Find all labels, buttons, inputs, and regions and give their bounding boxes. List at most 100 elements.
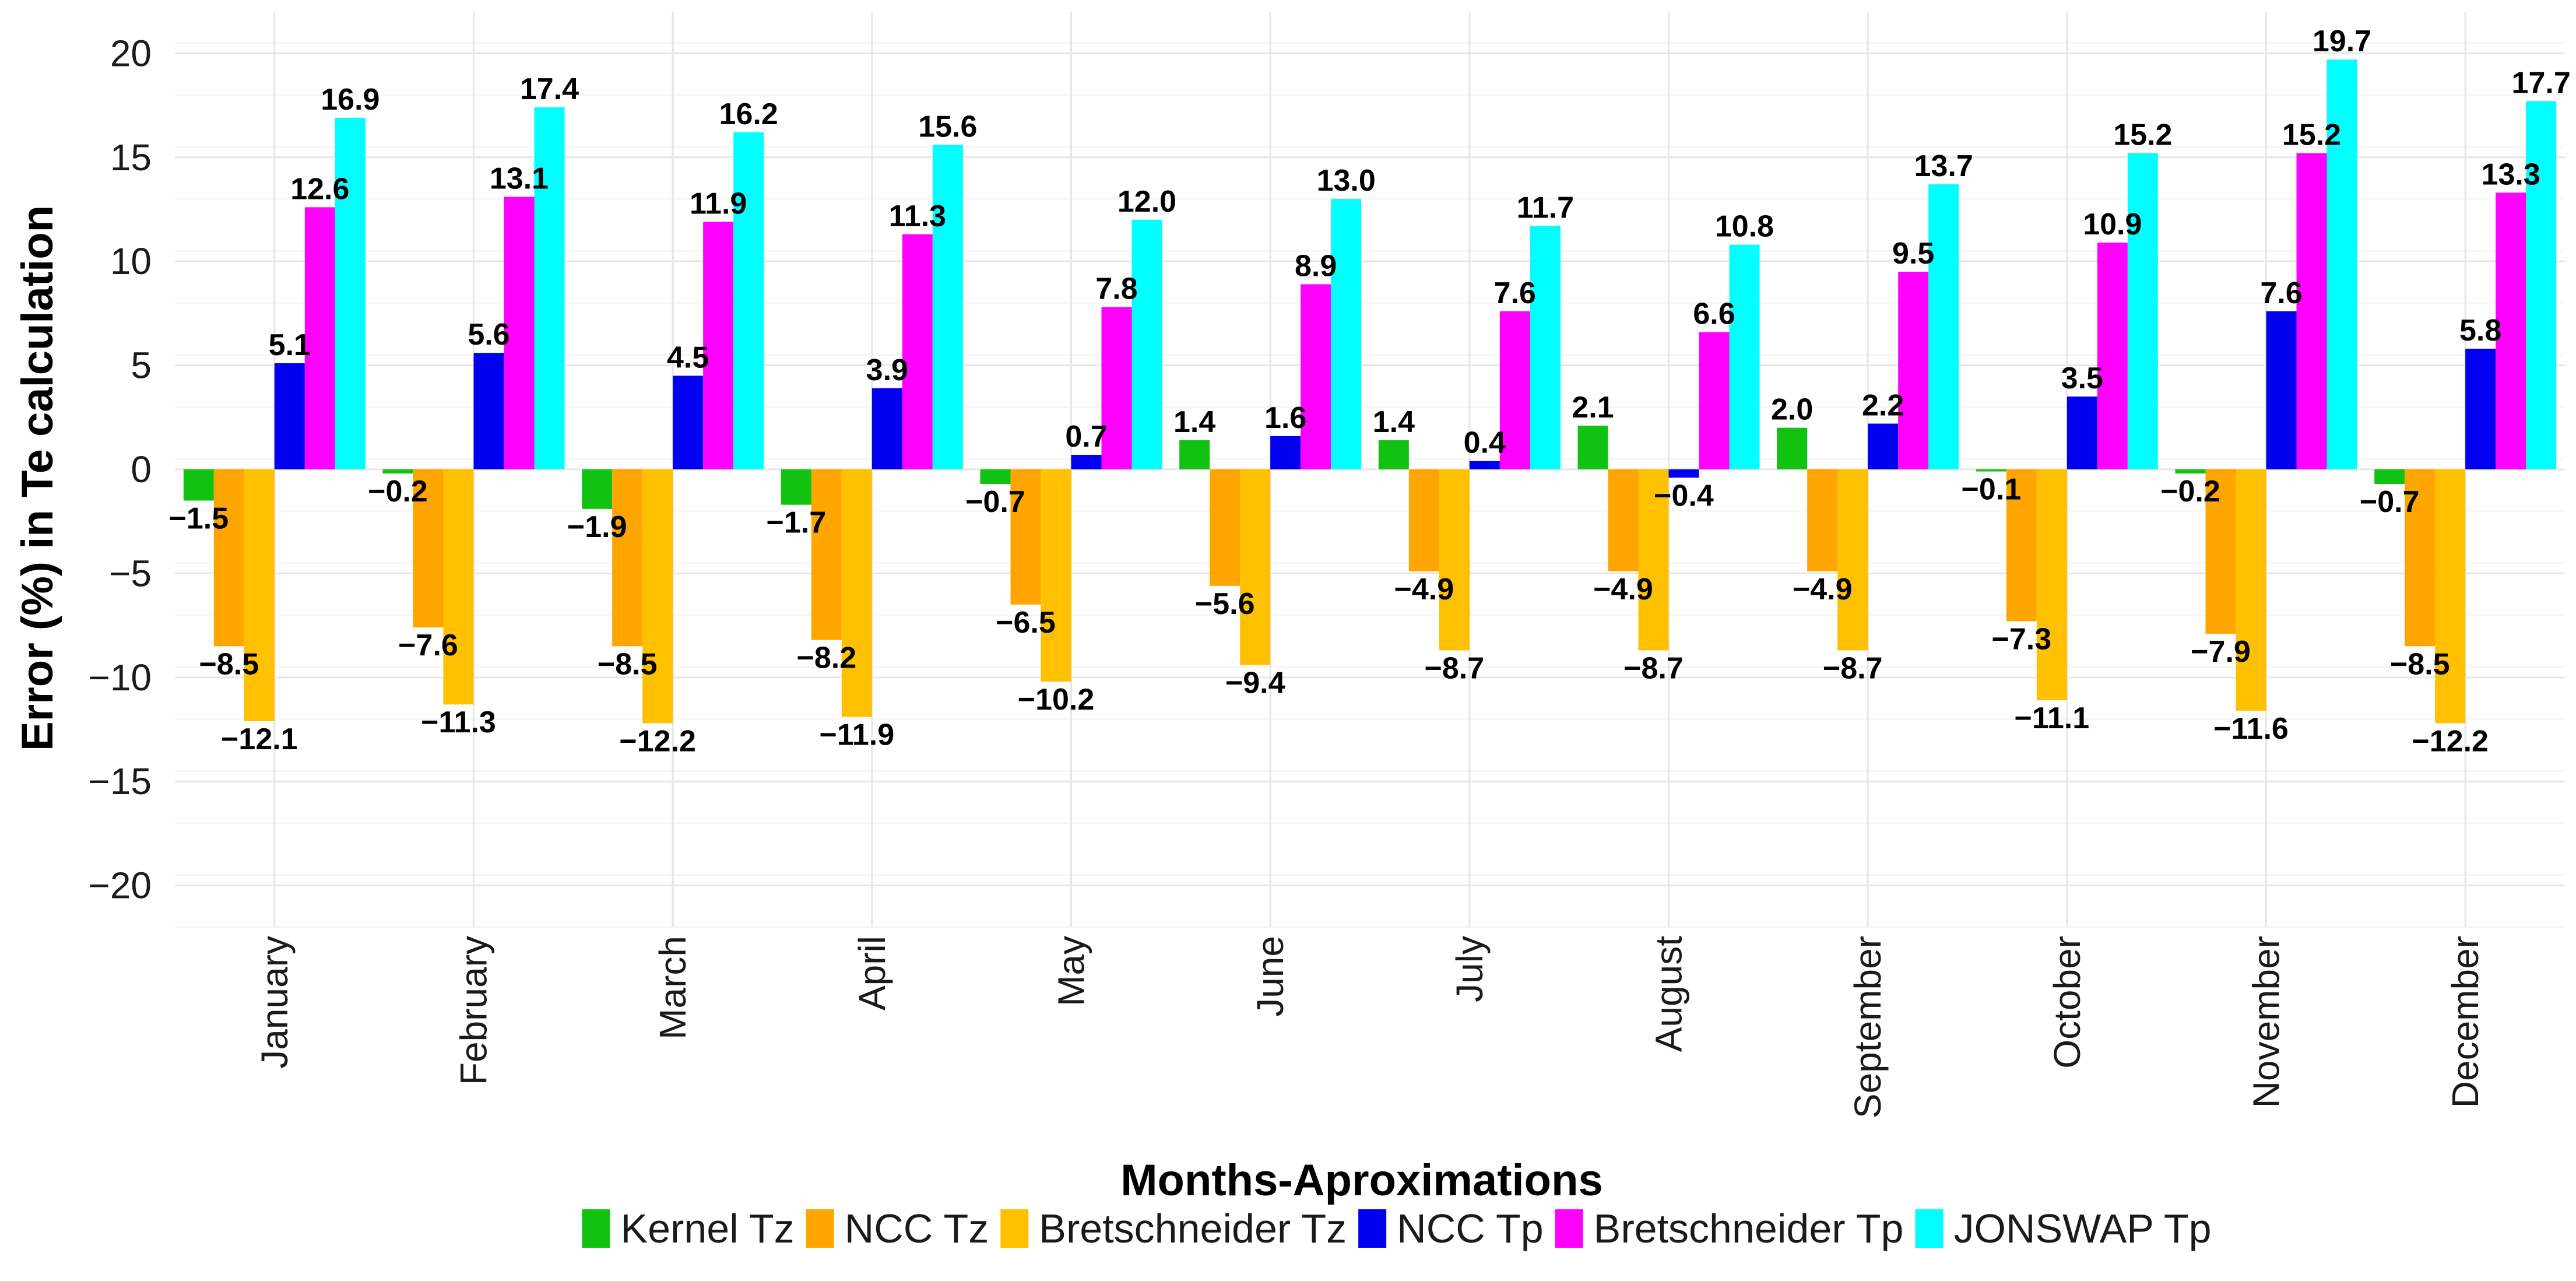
data-label-ncc-tz-october: −7.3	[1992, 622, 2052, 656]
grid	[175, 12, 2565, 928]
bar-ncc-tp-march	[673, 375, 704, 469]
data-label-bretschneider-tz-june: −9.4	[1225, 666, 1285, 700]
data-label-bretschneider-tz-march: −12.2	[619, 724, 696, 758]
bar-ncc-tp-october	[2067, 396, 2097, 469]
legend-swatch-kernel-tz	[582, 1209, 610, 1248]
y-tick-label: −20	[88, 865, 152, 907]
data-label-ncc-tz-february: −7.6	[398, 629, 458, 662]
data-label-jonswap-tp-december: 17.7	[2512, 66, 2571, 100]
data-label-bretschneider-tz-september: −8.7	[1823, 651, 1883, 685]
bar-bretschneider-tz-august	[1638, 469, 1669, 651]
data-label-kernel-tz-july: 1.4	[1373, 405, 1415, 439]
bar-ncc-tz-june	[1210, 469, 1240, 586]
bar-bretschneider-tp-april	[902, 234, 933, 469]
x-tick-label-november: November	[2245, 936, 2287, 1108]
y-tick-label: 10	[110, 240, 152, 282]
data-label-bretschneider-tz-february: −11.3	[421, 706, 496, 739]
data-label-jonswap-tp-may: 12.0	[1117, 185, 1176, 219]
x-tick-label-july: July	[1449, 936, 1491, 1002]
y-tick-label: 0	[131, 448, 152, 490]
data-label-ncc-tp-october: 3.5	[2061, 362, 2103, 395]
data-label-bretschneider-tp-november: 15.2	[2282, 118, 2341, 152]
bar-bretschneider-tp-june	[1301, 284, 1331, 469]
bar-ncc-tz-august	[1608, 469, 1639, 571]
bar-bretschneider-tz-february	[443, 469, 474, 705]
data-label-ncc-tp-november: 7.6	[2260, 276, 2302, 310]
legend: Kernel Tz NCC Tz Bretschneider Tz NCC Tp Bre…	[582, 1206, 2212, 1251]
bar-kernel-tz-november	[2175, 469, 2206, 474]
data-label-kernel-tz-january: −1.5	[169, 502, 229, 536]
data-label-bretschneider-tz-january: −12.1	[221, 722, 298, 756]
data-label-bretschneider-tp-march: 11.9	[690, 187, 747, 220]
bar-bretschneider-tp-may	[1101, 307, 1132, 469]
bar-jonswap-tp-november	[2327, 59, 2357, 470]
legend-swatch-bretschneider-tp	[1555, 1209, 1583, 1248]
bar-ncc-tp-april	[871, 388, 902, 469]
data-label-ncc-tp-august: −0.4	[1654, 479, 1714, 513]
bar-jonswap-tp-april	[932, 145, 963, 469]
data-label-ncc-tp-september: 2.2	[1862, 389, 1904, 423]
data-label-ncc-tp-january: 5.1	[269, 328, 311, 362]
x-tick-label-december: December	[2444, 936, 2486, 1108]
data-label-kernel-tz-march: −1.9	[567, 510, 627, 544]
bar-jonswap-tp-october	[2127, 153, 2158, 469]
bar-kernel-tz-may	[980, 469, 1011, 484]
bar-ncc-tz-november	[2205, 469, 2236, 634]
bars	[183, 59, 2557, 724]
bar-ncc-tz-april	[811, 469, 842, 640]
bar-jonswap-tp-may	[1131, 219, 1162, 469]
bar-jonswap-tp-july	[1530, 226, 1561, 469]
x-axis-title: Months-Aproximations	[1120, 1156, 1603, 1205]
bar-bretschneider-tz-june	[1240, 469, 1271, 665]
bar-ncc-tz-january	[213, 469, 244, 647]
data-label-jonswap-tp-september: 13.7	[1914, 149, 1973, 183]
data-label-jonswap-tp-february: 17.4	[520, 72, 579, 106]
y-axis-title: Error (%) in Te calculation	[13, 205, 62, 751]
data-label-kernel-tz-september: 2.0	[1771, 393, 1813, 427]
bar-bretschneider-tp-october	[2097, 243, 2128, 469]
x-tick-label-september: September	[1847, 936, 1889, 1118]
x-tick-label-january: January	[254, 936, 296, 1069]
data-label-bretschneider-tz-december: −12.2	[2412, 724, 2489, 758]
bar-ncc-tp-june	[1270, 436, 1301, 469]
data-label-ncc-tz-november: −7.9	[2191, 635, 2251, 669]
data-label-ncc-tz-june: −5.6	[1195, 587, 1255, 621]
legend-label-bretschneider-tz: Bretschneider Tz	[1039, 1206, 1347, 1251]
bar-ncc-tz-october	[2006, 469, 2037, 622]
data-label-jonswap-tp-july: 11.7	[1517, 191, 1574, 225]
bar-kernel-tz-march	[582, 469, 613, 509]
x-tick-label-october: October	[2046, 936, 2088, 1069]
data-label-ncc-tz-may: −6.5	[996, 606, 1056, 640]
bar-kernel-tz-september	[1777, 427, 1808, 469]
bar-bretschneider-tp-july	[1499, 311, 1530, 469]
bar-ncc-tp-february	[473, 353, 504, 469]
legend-label-ncc-tp: NCC Tp	[1397, 1206, 1544, 1251]
data-label-jonswap-tp-march: 16.2	[719, 97, 778, 131]
bar-bretschneider-tp-december	[2496, 192, 2526, 469]
data-label-ncc-tz-december: −8.5	[2390, 647, 2450, 681]
bar-kernel-tz-august	[1577, 426, 1608, 469]
data-label-jonswap-tp-august: 10.8	[1715, 210, 1774, 244]
data-labels: −1.5 −8.5 −12.1 5.1 12.6 16.9 −0.2 −7.6 −11.3 5.6…	[169, 24, 2571, 758]
data-label-ncc-tp-july: 0.4	[1464, 426, 1506, 460]
x-tick-label-february: February	[453, 936, 495, 1085]
data-label-bretschneider-tp-june: 8.9	[1295, 249, 1337, 283]
x-axis: January February March April May June July Augu…	[254, 936, 2486, 1118]
bar-bretschneider-tp-september	[1898, 272, 1929, 469]
data-label-ncc-tp-june: 1.6	[1264, 401, 1306, 435]
data-label-bretschneider-tz-may: −10.2	[1018, 683, 1095, 717]
bar-jonswap-tp-august	[1729, 244, 1760, 469]
bar-bretschneider-tp-august	[1699, 332, 1730, 469]
data-label-bretschneider-tp-september: 9.5	[1892, 237, 1934, 271]
data-label-kernel-tz-june: 1.4	[1173, 405, 1215, 439]
bar-ncc-tp-september	[1868, 423, 1899, 469]
legend-swatch-jonswap-tp	[1915, 1209, 1944, 1248]
bar-bretschneider-tz-october	[2036, 469, 2067, 701]
data-label-bretschneider-tp-december: 13.3	[2482, 157, 2540, 191]
bar-kernel-tz-january	[183, 469, 214, 501]
y-axis: −20 −15 −10 −5 0 5 10 15 20	[88, 32, 152, 906]
data-label-bretschneider-tp-february: 13.1	[490, 162, 549, 196]
x-tick-label-june: June	[1249, 936, 1291, 1017]
data-label-ncc-tp-april: 3.9	[866, 353, 908, 387]
